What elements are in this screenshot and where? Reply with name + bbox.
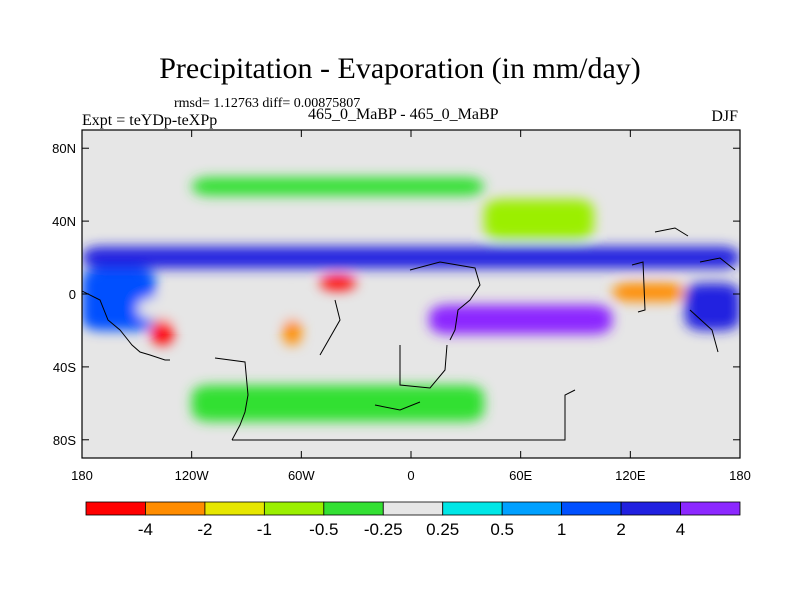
field-region bbox=[283, 319, 302, 346]
colorbar-swatch bbox=[263, 501, 325, 516]
field-region bbox=[685, 283, 740, 331]
x-tick-label: 120E bbox=[615, 468, 646, 483]
field-region bbox=[191, 177, 485, 196]
colorbar-swatch bbox=[680, 501, 741, 516]
colorbar-swatch bbox=[501, 501, 563, 516]
colorbar-swatch bbox=[204, 501, 265, 516]
colorbar-label: 2 bbox=[616, 520, 625, 539]
x-tick-label: 120W bbox=[175, 468, 210, 483]
y-tick-label: 80N bbox=[52, 141, 76, 156]
colorbar-swatch bbox=[561, 501, 622, 516]
colorbar-label: -0.25 bbox=[364, 520, 403, 539]
x-tick-label: 180 bbox=[729, 468, 751, 483]
y-tick-label: 40S bbox=[53, 360, 76, 375]
x-tick-label: 0 bbox=[407, 468, 414, 483]
field-region bbox=[82, 246, 740, 269]
colorbar-swatch bbox=[442, 501, 503, 516]
y-tick-label: 40N bbox=[52, 214, 76, 229]
colorbar-label: -0.5 bbox=[309, 520, 338, 539]
coastline bbox=[82, 227, 736, 441]
y-axis: 80N 40N 0 40S 80S bbox=[52, 141, 740, 448]
colorbar-label: -4 bbox=[138, 520, 153, 539]
season-label: DJF bbox=[711, 108, 738, 125]
x-tick-label: 180 bbox=[71, 468, 93, 483]
colorbar-swatch bbox=[85, 501, 146, 516]
colorbar-swatch bbox=[145, 501, 206, 516]
field-region bbox=[136, 297, 302, 320]
colorbar-swatch bbox=[323, 501, 384, 516]
colorbar: -4 -2 -1 -0.5 -0.25 0.25 0.5 1 2 4 bbox=[85, 501, 741, 539]
field-region bbox=[191, 385, 485, 422]
field-region bbox=[429, 304, 613, 335]
y-tick-label: 0 bbox=[69, 287, 76, 302]
field-layer bbox=[82, 177, 740, 422]
colorbar-label: 0.25 bbox=[426, 520, 459, 539]
colorbar-label: -2 bbox=[197, 520, 212, 539]
x-tick-label: 60E bbox=[509, 468, 532, 483]
colorbar-swatch bbox=[382, 501, 444, 516]
x-tick-label: 60W bbox=[288, 468, 315, 483]
rmsd-diff-stats: rmsd= 1.12763 diff= 0.00875807 bbox=[174, 96, 361, 111]
period-label: 465_0_MaBP - 465_0_MaBP bbox=[308, 106, 499, 123]
field-region bbox=[612, 283, 686, 302]
colorbar-label: 0.5 bbox=[490, 520, 514, 539]
chart-title: Precipitation - Evaporation (in mm/day) bbox=[159, 52, 641, 85]
colorbar-label: 4 bbox=[676, 520, 685, 539]
field-region bbox=[82, 268, 156, 331]
field-region bbox=[319, 275, 357, 291]
experiment-label: Expt = teYDp-teXPp bbox=[82, 112, 218, 129]
x-axis: 180 120W 60W 0 60E 120E 180 bbox=[71, 130, 751, 483]
y-tick-label: 80S bbox=[53, 433, 76, 448]
colorbar-label: -1 bbox=[257, 520, 272, 539]
field-region bbox=[484, 199, 594, 240]
colorbar-swatch bbox=[620, 501, 681, 516]
field-region bbox=[151, 319, 174, 346]
colorbar-label: 1 bbox=[557, 520, 566, 539]
